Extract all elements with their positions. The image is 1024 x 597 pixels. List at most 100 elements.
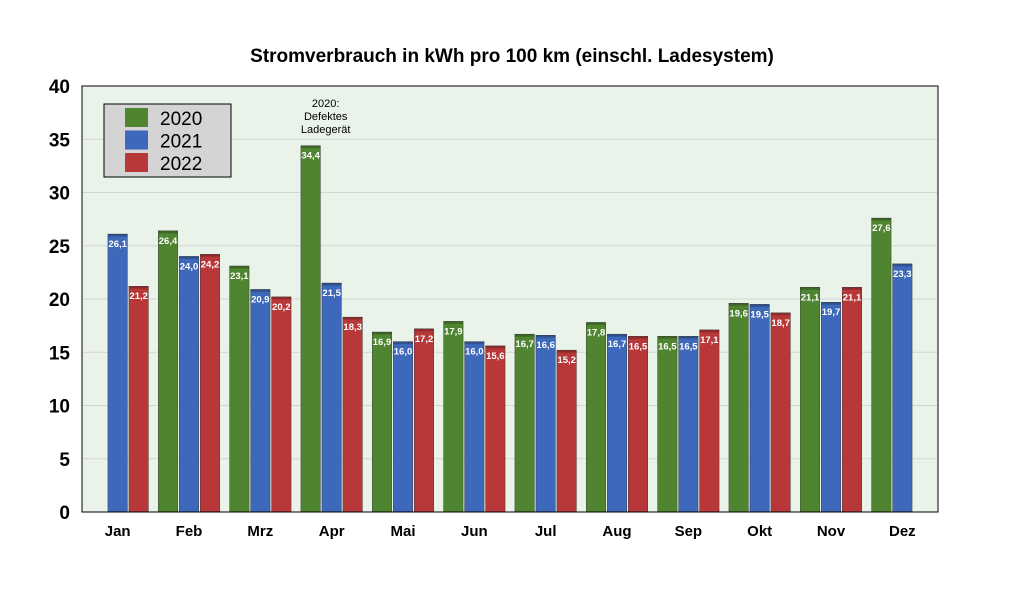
- data-label: 20,2: [272, 302, 291, 313]
- data-label: 17,1: [700, 335, 719, 346]
- y-tick-label: 10: [49, 397, 70, 418]
- bar-cap: [514, 334, 535, 337]
- bar-cap: [628, 336, 648, 339]
- annotation-text: Ladegerät: [301, 124, 351, 136]
- y-tick-label: 20: [49, 290, 70, 311]
- data-label: 18,3: [343, 322, 362, 333]
- data-label: 15,6: [486, 351, 505, 362]
- data-label: 26,4: [159, 236, 178, 247]
- bar-cap: [372, 332, 392, 335]
- annotation-text: 2020:: [312, 98, 340, 110]
- bar-cap: [321, 283, 342, 286]
- bar-cap: [586, 322, 606, 325]
- bar-cap: [200, 254, 220, 257]
- bar-2022-Jan: [128, 286, 149, 513]
- x-tick-label: Aug: [602, 523, 631, 540]
- data-label: 23,1: [230, 271, 249, 282]
- bar-cap: [342, 317, 363, 320]
- bar-cap: [556, 350, 577, 353]
- x-tick-label: Mai: [390, 523, 415, 540]
- data-label: 23,3: [893, 269, 912, 280]
- bar-cap: [535, 335, 556, 338]
- bar-2021-Apr: [321, 282, 342, 513]
- x-axis: Jan Feb Mrz Apr Mai Jun Jul Aug Sep Okt Nov Dez: [105, 523, 916, 540]
- data-label: 16,5: [658, 341, 677, 352]
- data-label: 21,5: [322, 288, 341, 299]
- data-label: 18,7: [771, 318, 790, 329]
- data-label: 17,9: [444, 326, 463, 337]
- bar-2021-Jan: [107, 233, 128, 513]
- legend-swatch: [125, 153, 148, 172]
- bar-2022-Jun: [485, 345, 506, 513]
- bar-cap: [728, 303, 749, 306]
- bars: 26,423,134,416,917,916,717,816,519,621,1…: [107, 145, 913, 513]
- bar-2021-Mai: [393, 341, 413, 513]
- data-label: 17,8: [587, 327, 606, 338]
- legend-label: 2022: [160, 154, 202, 175]
- x-tick-label: Dez: [889, 523, 916, 540]
- data-label: 21,1: [843, 292, 862, 303]
- legend-swatch: [125, 130, 148, 150]
- data-label: 21,2: [129, 291, 148, 302]
- bar-2020-Nov: [800, 287, 820, 513]
- data-label: 16,6: [536, 340, 555, 351]
- data-label: 34,4: [301, 151, 320, 162]
- y-tick-label: 40: [49, 77, 70, 98]
- bar-cap: [842, 287, 862, 290]
- legend-swatch: [125, 108, 148, 127]
- bar-cap: [107, 234, 128, 237]
- data-label: 17,2: [415, 334, 434, 345]
- data-label: 24,2: [201, 259, 220, 270]
- bar-2021-Okt: [749, 304, 770, 513]
- bar-2020-Jun: [443, 321, 464, 513]
- bar-2022-Mai: [414, 328, 434, 513]
- bar-2020-Dez: [871, 217, 892, 513]
- data-label: 15,2: [557, 355, 576, 366]
- bar-2020-Feb: [158, 230, 178, 513]
- bar-2020-Jul: [514, 333, 535, 513]
- x-tick-label: Apr: [319, 523, 345, 540]
- x-tick-label: Okt: [747, 523, 772, 540]
- bar-2022-Mrz: [271, 296, 292, 513]
- y-tick-label: 35: [49, 130, 71, 151]
- bar-cap: [271, 296, 292, 300]
- data-label: 24,0: [180, 261, 199, 272]
- bar-2022-Jul: [556, 349, 577, 513]
- bar-cap: [443, 321, 464, 324]
- x-tick-label: Mrz: [247, 523, 273, 540]
- bar-2021-Jul: [535, 335, 556, 513]
- x-tick-label: Feb: [176, 523, 203, 540]
- bar-2020-Sep: [657, 336, 678, 513]
- x-tick-label: Sep: [675, 523, 703, 540]
- bar-2022-Nov: [842, 287, 862, 513]
- bar-cap: [749, 304, 770, 307]
- bar-2022-Aug: [628, 336, 648, 513]
- bar-cap: [485, 345, 506, 349]
- bar-2021-Feb: [179, 256, 199, 513]
- chart-title: Stromverbrauch in kWh pro 100 km (einsch…: [250, 46, 774, 67]
- bar-2020-Apr: [300, 145, 321, 513]
- data-label: 16,7: [515, 339, 534, 350]
- y-tick-label: 5: [59, 450, 70, 471]
- data-label: 16,0: [465, 347, 484, 358]
- bar-cap: [892, 263, 913, 267]
- data-label: 27,6: [872, 223, 891, 234]
- bar-2021-Sep: [678, 336, 699, 513]
- bar-cap: [128, 286, 149, 289]
- bar-cap: [393, 341, 413, 345]
- grid: [82, 138, 938, 460]
- bar-cap: [229, 265, 250, 269]
- data-label: 16,0: [394, 347, 413, 358]
- x-tick-label: Jun: [461, 523, 488, 540]
- data-label: 19,7: [822, 307, 841, 318]
- bar-2022-Sep: [699, 329, 720, 513]
- bar-cap: [770, 312, 791, 316]
- data-label: 21,1: [801, 292, 820, 303]
- data-label: 16,9: [373, 337, 392, 348]
- bar-2021-Nov: [821, 301, 841, 513]
- bar-cap: [464, 341, 485, 345]
- bar-cap: [179, 256, 199, 259]
- bar-cap: [158, 230, 178, 234]
